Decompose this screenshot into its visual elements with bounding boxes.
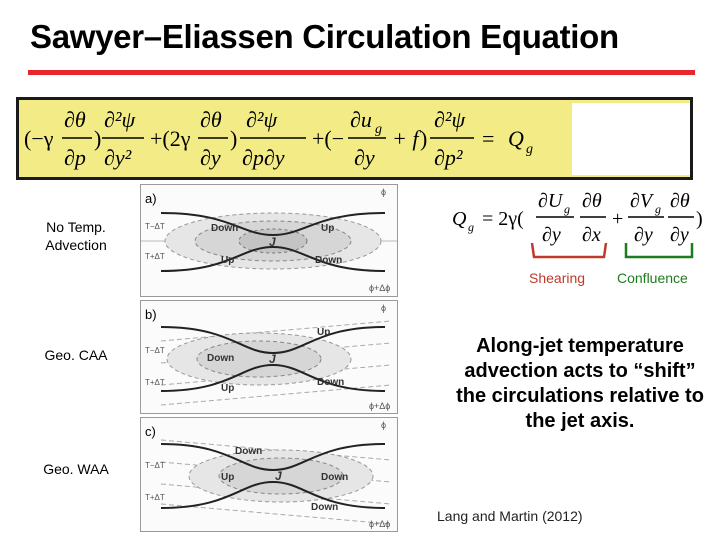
svg-text:∂p²: ∂p²	[434, 145, 463, 170]
svg-text:∂y²: ∂y²	[104, 145, 132, 170]
panel-c-t-plus: T+ΔT	[145, 493, 165, 502]
svg-text:= 2γ(: = 2γ(	[482, 208, 524, 230]
svg-text:∂p∂y: ∂p∂y	[242, 145, 285, 170]
panel-a-up-left: Up	[221, 255, 234, 266]
label-no-temp-advection: No Temp. Advection	[30, 218, 122, 254]
panel-a-jet: J	[269, 235, 276, 249]
svg-text:∂θ: ∂θ	[64, 107, 86, 132]
panel-c-jet: J	[275, 469, 282, 483]
panel-b-t-plus: T+ΔT	[145, 378, 165, 387]
svg-text:∂p: ∂p	[64, 145, 86, 170]
panel-b-phi-delta: ϕ+Δϕ	[369, 401, 390, 411]
svg-text:∂θ: ∂θ	[200, 107, 222, 132]
panel-b-jet: J	[269, 352, 276, 366]
label-no-temp-line1: No Temp.	[46, 219, 106, 235]
svg-text:+ f: + f	[392, 126, 421, 151]
label-no-temp-line2: Advection	[45, 237, 107, 253]
svg-text:∂y: ∂y	[670, 224, 689, 246]
panel-a-phi: ϕ	[381, 187, 386, 197]
svg-text:): )	[420, 126, 427, 151]
svg-text:∂θ: ∂θ	[670, 190, 690, 212]
svg-text:Q: Q	[508, 126, 524, 151]
svg-text:∂V: ∂V	[630, 190, 655, 212]
panel-c-t-minus: T−ΔT	[145, 461, 165, 470]
panel-a-up-right: Up	[321, 223, 334, 234]
panel-c-up-left: Up	[221, 472, 234, 483]
panel-c-phi: ϕ	[381, 420, 386, 430]
confluence-bracket	[624, 243, 694, 259]
svg-text:g: g	[655, 202, 661, 216]
title-underline	[28, 70, 695, 75]
panel-c-down-top: Down	[235, 446, 262, 457]
panel-a: a) T−ΔT T+ΔT ϕ ϕ+Δϕ Down Up J Up Down	[140, 184, 398, 297]
panel-c-down-right: Down	[321, 472, 348, 483]
panel-a-down-left: Down	[211, 223, 238, 234]
svg-text:∂x: ∂x	[582, 224, 601, 246]
panel-b-phi: ϕ	[381, 303, 386, 313]
panel-a-t-plus: T+ΔT	[145, 252, 165, 261]
svg-text:g: g	[564, 202, 570, 216]
panel-b-t-minus: T−ΔT	[145, 346, 165, 355]
explanatory-note: Along-jet temperature advection acts to …	[456, 335, 704, 432]
svg-text:∂u: ∂u	[350, 107, 372, 132]
svg-text:∂²ψ: ∂²ψ	[434, 107, 465, 132]
svg-text:∂y: ∂y	[634, 224, 653, 246]
svg-text:Q: Q	[452, 208, 467, 230]
panel-a-phi-delta: ϕ+Δϕ	[369, 283, 390, 293]
label-geo-waa: Geo. WAA	[43, 461, 109, 477]
panel-c-down-bottom: Down	[311, 502, 338, 513]
svg-text:=: =	[482, 126, 494, 151]
panel-c-letter: c)	[145, 424, 156, 439]
svg-text:(−γ: (−γ	[24, 126, 54, 151]
panel-a-t-minus: T−ΔT	[145, 222, 165, 231]
svg-text:∂U: ∂U	[538, 190, 564, 212]
confluence-label: Confluence	[617, 270, 688, 286]
svg-text:): )	[230, 126, 237, 151]
svg-text:g: g	[526, 142, 533, 157]
slide-title: Sawyer–Eliassen Circulation Equation	[30, 18, 619, 55]
svg-text:∂y: ∂y	[542, 224, 561, 246]
label-geo-caa: Geo. CAA	[44, 347, 108, 363]
svg-text:g: g	[375, 122, 382, 137]
panel-c-phi-delta: ϕ+Δϕ	[369, 519, 390, 529]
svg-text:g: g	[468, 220, 474, 234]
svg-text:): )	[696, 208, 703, 230]
svg-text:+(2γ: +(2γ	[150, 126, 191, 151]
svg-text:+(−: +(−	[312, 126, 344, 151]
panel-b-up-left: Up	[221, 383, 234, 394]
panel-c: c) T−ΔT T+ΔT ϕ ϕ+Δϕ Down Up J Down Down	[140, 417, 398, 532]
panel-b-up-top: Up	[317, 327, 330, 338]
citation: Lang and Martin (2012)	[437, 508, 583, 524]
svg-text:∂²ψ: ∂²ψ	[104, 107, 135, 132]
shearing-label: Shearing	[529, 270, 586, 286]
svg-text:+: +	[612, 208, 623, 230]
svg-text:∂²ψ: ∂²ψ	[246, 107, 277, 132]
panel-b-down-left: Down	[207, 353, 234, 364]
svg-text:∂y: ∂y	[200, 145, 221, 170]
panel-a-down-right: Down	[315, 255, 342, 266]
panel-b-down-right: Down	[317, 377, 344, 388]
panel-b: b) T−ΔT T+ΔT ϕ ϕ+Δϕ Up Down J Up Down	[140, 300, 398, 414]
svg-text:∂y: ∂y	[354, 145, 375, 170]
panel-b-letter: b)	[145, 307, 157, 322]
svg-text:∂θ: ∂θ	[582, 190, 602, 212]
sawyer-eliassen-equation: (−γ ∂θ ∂p ) ∂²ψ ∂y² +(2γ ∂θ ∂y ) ∂²ψ ∂p∂y +(…	[24, 103, 690, 175]
svg-text:): )	[94, 126, 101, 151]
shearing-bracket	[530, 242, 608, 259]
panel-a-letter: a)	[145, 191, 157, 206]
